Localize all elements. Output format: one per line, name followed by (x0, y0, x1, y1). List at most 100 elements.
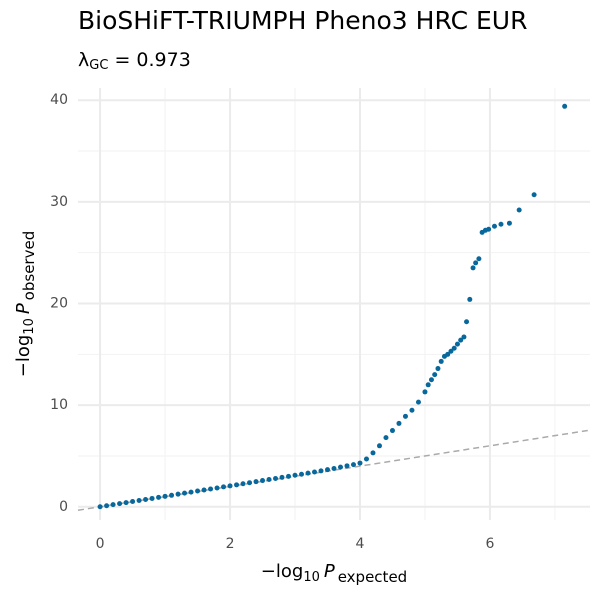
point (357, 460, 363, 466)
point (506, 220, 512, 226)
point (476, 256, 482, 262)
point (562, 103, 568, 109)
point (182, 490, 188, 496)
y-axis-label: −log10 Pobserved (13, 231, 38, 377)
point (422, 389, 428, 395)
point (136, 497, 142, 503)
y-label-prefix: −log (13, 335, 34, 378)
point (292, 472, 298, 478)
point (195, 488, 201, 494)
x-tick-label: 6 (485, 536, 494, 552)
point (201, 487, 207, 493)
y-tick-label: 30 (50, 194, 68, 210)
point (409, 407, 415, 413)
point (286, 473, 292, 479)
point (260, 478, 266, 484)
point (531, 192, 537, 198)
point (331, 465, 337, 471)
point (402, 413, 408, 419)
point (435, 366, 441, 372)
point (445, 351, 451, 357)
y-tick-label: 40 (50, 92, 68, 108)
point (156, 494, 162, 500)
point (350, 462, 356, 468)
grid (77, 88, 591, 520)
point (454, 341, 460, 347)
point (188, 489, 194, 495)
point (104, 503, 110, 509)
point (363, 456, 369, 462)
point (123, 500, 129, 506)
point (253, 479, 259, 485)
reference-line (77, 429, 591, 511)
point (149, 495, 155, 501)
x-label-variable: P (324, 561, 335, 582)
point (234, 482, 240, 488)
point (247, 480, 253, 486)
y-label-variable-subscript: observed (20, 231, 38, 301)
point (470, 265, 476, 271)
point (208, 486, 214, 492)
point (325, 467, 331, 473)
point (240, 481, 246, 487)
chart-title: BioSHiFT-TRIUMPH Pheno3 HRC EUR (78, 6, 527, 35)
y-tick-label: 20 (50, 295, 68, 311)
subtitle-symbol: λ (78, 49, 89, 71)
point (273, 476, 279, 482)
point (221, 484, 227, 490)
point (448, 348, 454, 354)
y-tick-label: 10 (50, 397, 68, 413)
x-tick-label: 2 (226, 536, 235, 552)
point (97, 504, 103, 510)
point (438, 358, 444, 364)
point (227, 483, 233, 489)
points (97, 103, 568, 510)
point (266, 477, 272, 483)
point (432, 372, 438, 378)
point (175, 491, 181, 497)
point (383, 435, 389, 441)
y-label-subscript: 10 (22, 318, 37, 335)
point (396, 420, 402, 426)
point (312, 469, 318, 475)
y-label-variable: P (13, 303, 34, 314)
point (458, 337, 464, 343)
point (428, 377, 434, 383)
point (344, 463, 350, 469)
x-label-prefix: −log (261, 561, 304, 582)
x-label-variable-subscript: expected (338, 568, 407, 586)
point (214, 485, 220, 491)
point (473, 260, 479, 266)
point (299, 471, 305, 477)
point (498, 221, 504, 227)
chart-subtitle: λGC = 0.973 (78, 49, 191, 73)
point (464, 319, 470, 325)
x-tick-label: 4 (356, 536, 365, 552)
point (415, 399, 421, 405)
point (376, 443, 382, 449)
point (169, 492, 175, 498)
point (491, 223, 497, 229)
subtitle-text: = 0.973 (108, 49, 190, 71)
point (143, 496, 149, 502)
point (279, 474, 285, 480)
point (451, 345, 457, 351)
point (337, 464, 343, 470)
point (117, 501, 123, 507)
point (467, 296, 473, 302)
x-label-subscript: 10 (303, 570, 320, 585)
point (162, 493, 168, 499)
y-tick-label: 0 (59, 499, 68, 515)
point (130, 499, 136, 505)
point (486, 226, 492, 232)
x-tick-label: 0 (96, 536, 105, 552)
point (389, 428, 395, 434)
point (305, 470, 311, 476)
subtitle-subscript: GC (89, 58, 108, 73)
point (110, 502, 116, 508)
point (370, 450, 376, 456)
point (516, 207, 522, 213)
point (461, 334, 467, 340)
